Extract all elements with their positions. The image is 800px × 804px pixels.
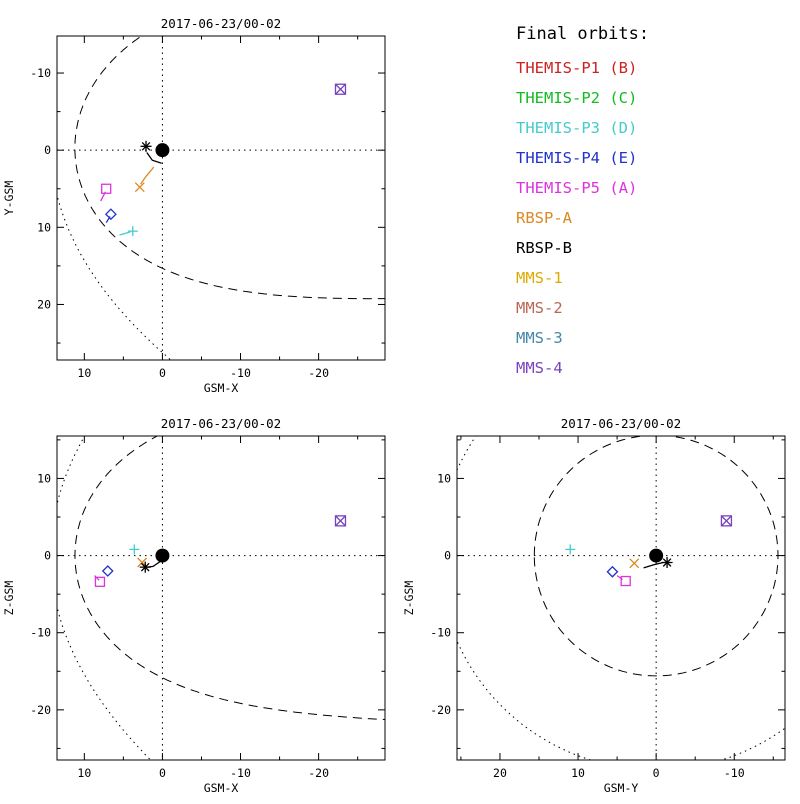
marker-themis-p5 xyxy=(101,183,112,194)
x-tick-label: 0 xyxy=(653,766,660,780)
plot-xy: 10 0 -10 -20 -10 0 10 20 2017-06-23/00-02 GSM-X Y-… xyxy=(2,16,386,395)
marker-rbsp-b xyxy=(139,561,151,573)
marker-mms-4 xyxy=(334,515,347,527)
marker-mms-4 xyxy=(334,83,347,95)
y-tick-label: 0 xyxy=(444,549,451,563)
y-tick-label: 10 xyxy=(37,471,51,485)
panel-title: 2017-06-23/00-02 xyxy=(161,16,281,31)
marker-mms-4 xyxy=(720,515,733,527)
x-tick-label: -10 xyxy=(724,766,745,780)
x-tick-label: -10 xyxy=(230,766,251,780)
marker-themis-p4 xyxy=(104,208,117,221)
legend-inner: Final orbits: THEMIS-P1 (B) THEMIS-P2 (C)… xyxy=(400,0,800,383)
y-tick-label: -20 xyxy=(30,703,51,717)
y-axis-label: Y-GSM xyxy=(2,181,16,216)
axis-ticks xyxy=(57,36,385,360)
plot-area xyxy=(57,36,385,360)
panel-gsm-x-z: 10 0 -10 -20 10 0 -10 -20 2017-06-23/00-02 GSM-X Z… xyxy=(0,400,400,800)
marker-themis-p3 xyxy=(565,544,576,555)
x-axis-label: GSM-X xyxy=(204,381,239,395)
magnetopause-circle xyxy=(533,436,779,677)
x-tick-label: 10 xyxy=(77,766,91,780)
panel-title: 2017-06-23/00-02 xyxy=(561,416,681,431)
panel-title: 2017-06-23/00-02 xyxy=(161,416,281,431)
legend-entry: RBSP-A xyxy=(516,209,572,227)
legend-entry: RBSP-B xyxy=(516,239,572,257)
marker-themis-p3 xyxy=(129,544,140,555)
marker-rbsp-b xyxy=(140,140,152,152)
x-tick-label: -10 xyxy=(230,366,251,380)
x-tick-label: 10 xyxy=(571,766,585,780)
legend-entry: THEMIS-P5 (A) xyxy=(516,179,638,197)
orbit-trail-rbsp-b xyxy=(146,152,162,164)
y-tick-label: 10 xyxy=(437,471,451,485)
marker-rbsp-a xyxy=(629,558,640,569)
axis-ticks xyxy=(57,436,385,760)
marker-earth xyxy=(155,548,170,563)
marker-themis-p3 xyxy=(127,226,138,237)
legend-entry: THEMIS-P4 (E) xyxy=(516,149,638,167)
y-tick-label: -10 xyxy=(430,626,451,640)
y-tick-label: -10 xyxy=(30,66,51,80)
plot-area xyxy=(457,436,785,760)
marker-rbsp-b xyxy=(661,557,673,569)
x-tick-label: 10 xyxy=(77,366,91,380)
marker-earth xyxy=(155,143,170,158)
bow-shock-curve xyxy=(57,436,152,760)
legend-entry: MMS-1 xyxy=(516,269,563,287)
orbit-trail-themis-p5 xyxy=(94,575,100,581)
legend-entry: MMS-3 xyxy=(516,329,563,347)
y-axis-label: Z-GSM xyxy=(2,581,16,616)
x-axis-label: GSM-Y xyxy=(604,781,639,795)
axes-frame xyxy=(456,435,786,761)
magnetopause-curve xyxy=(74,436,385,721)
axis-ticks xyxy=(457,436,785,760)
magnetopause-curve xyxy=(74,36,385,300)
panel-gsm-x-y: 10 0 -10 -20 -10 0 10 20 2017-06-23/00-02 GSM-X Y-… xyxy=(0,0,400,400)
orbit-trail-themis-p3 xyxy=(119,231,131,236)
y-tick-label: 20 xyxy=(37,297,51,311)
y-tick-label: 0 xyxy=(44,549,51,563)
plot-yz: 20 10 0 -10 10 0 -10 -20 2017-06-23/00-02 GSM-Y Z-… xyxy=(402,416,786,795)
y-tick-label: 10 xyxy=(37,220,51,234)
legend: Final orbits: THEMIS-P1 (B) THEMIS-P2 (C)… xyxy=(400,0,800,400)
legend-entry: THEMIS-P2 (C) xyxy=(516,89,638,107)
y-tick-label: -10 xyxy=(30,626,51,640)
legend-entry: MMS-4 xyxy=(516,359,563,377)
x-tick-label: 0 xyxy=(159,766,166,780)
x-tick-label: -20 xyxy=(308,766,329,780)
bow-shock-curve xyxy=(57,192,172,360)
y-axis-label: Z-GSM xyxy=(402,581,416,616)
x-tick-label: 20 xyxy=(493,766,507,780)
marker-themis-p4 xyxy=(606,565,619,578)
x-tick-label: -20 xyxy=(308,366,329,380)
marker-themis-p4 xyxy=(101,565,114,577)
legend-entry: THEMIS-P1 (B) xyxy=(516,59,638,77)
orbit-trail-rbsp-b xyxy=(643,561,664,569)
legend-entry: MMS-2 xyxy=(516,299,563,317)
plot-area xyxy=(57,436,385,760)
axes-frame xyxy=(56,35,386,361)
marker-themis-p5 xyxy=(94,576,106,587)
marker-earth xyxy=(649,548,664,563)
x-axis-label: GSM-X xyxy=(204,781,239,795)
x-tick-label: 0 xyxy=(159,366,166,380)
marker-themis-p5 xyxy=(620,575,631,587)
plot-xz: 10 0 -10 -20 10 0 -10 -20 2017-06-23/00-02 GSM-X Z… xyxy=(2,416,386,795)
legend-entry: THEMIS-P3 (D) xyxy=(516,119,638,137)
orbit-trail-rbsp-a xyxy=(140,166,155,185)
marker-rbsp-a xyxy=(134,182,145,193)
panel-gsm-y-z: 20 10 0 -10 10 0 -10 -20 2017-06-23/00-02 GSM-Y Z-… xyxy=(400,400,800,800)
y-tick-label: -20 xyxy=(430,703,451,717)
legend-title: Final orbits: xyxy=(516,24,650,44)
y-tick-label: 0 xyxy=(44,143,51,157)
legend-entries: THEMIS-P1 (B) THEMIS-P2 (C) THEMIS-P3 (D) T… xyxy=(516,53,800,383)
bow-shock-circle xyxy=(457,436,785,760)
axes-frame xyxy=(56,435,386,761)
